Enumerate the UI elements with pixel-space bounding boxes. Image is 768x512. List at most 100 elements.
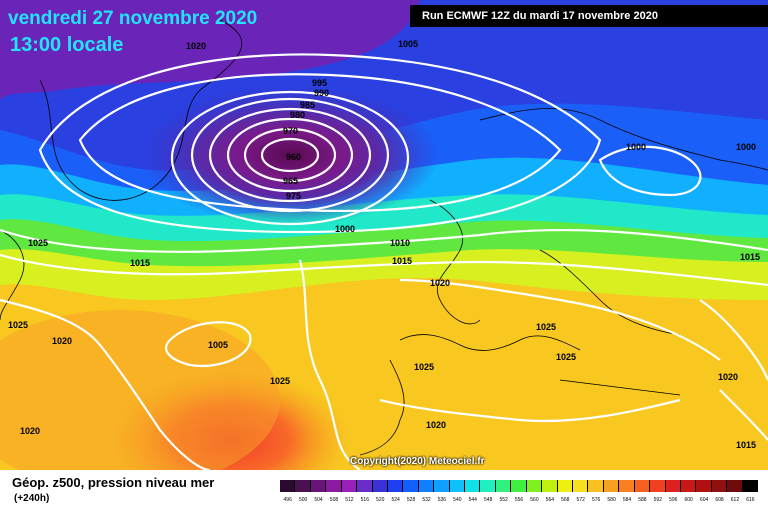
scale-value: 616 bbox=[746, 497, 755, 503]
isobar-label: 1025 bbox=[556, 352, 576, 362]
band-violet-north bbox=[0, 0, 420, 100]
isobar-label: 1005 bbox=[208, 340, 228, 350]
isobar-label: 1020 bbox=[430, 278, 450, 288]
color-scale-labels: 496 500 504 508 512 516 520 524 528 532 536 540 544 5… bbox=[280, 497, 758, 503]
isobar-label: 1005 bbox=[398, 39, 418, 49]
scale-swatch bbox=[650, 480, 666, 492]
scale-swatch bbox=[387, 480, 404, 492]
isobar-label: 1000 bbox=[626, 142, 646, 152]
scale-value: 496 bbox=[283, 497, 292, 503]
isobar-label: 1015 bbox=[740, 252, 760, 262]
isobar-label: 1000 bbox=[736, 142, 756, 152]
isobar-label: 965 bbox=[283, 176, 298, 186]
scale-swatch bbox=[557, 480, 574, 492]
scale-swatch bbox=[511, 480, 527, 492]
scale-value: 612 bbox=[730, 497, 740, 503]
scale-swatch bbox=[619, 480, 635, 492]
isobar-label: 1020 bbox=[718, 372, 738, 382]
scale-swatch bbox=[418, 480, 435, 492]
isobar-label: 995 bbox=[312, 78, 327, 88]
scale-value: 564 bbox=[545, 497, 555, 503]
scale-swatch bbox=[696, 480, 712, 492]
scale-value: 508 bbox=[329, 497, 339, 503]
scale-swatch bbox=[680, 480, 697, 492]
scale-swatch bbox=[280, 480, 296, 492]
scale-value: 516 bbox=[360, 497, 369, 503]
scale-value: 608 bbox=[715, 497, 724, 503]
scale-swatch bbox=[526, 480, 543, 492]
scale-swatch bbox=[449, 480, 466, 492]
scale-value: 520 bbox=[376, 497, 385, 503]
scale-swatch bbox=[588, 480, 604, 492]
scale-swatch bbox=[480, 480, 496, 492]
scale-value: 524 bbox=[391, 497, 400, 503]
isobar-label: 1025 bbox=[270, 376, 290, 386]
scale-swatch bbox=[665, 480, 681, 492]
scale-swatch bbox=[542, 480, 558, 492]
scale-value: 592 bbox=[653, 497, 662, 503]
scale-value: 596 bbox=[669, 497, 678, 503]
scale-swatch bbox=[727, 480, 743, 492]
scale-value: 552 bbox=[499, 497, 508, 503]
scale-value: 580 bbox=[607, 497, 616, 503]
isobar-label: 975 bbox=[286, 191, 301, 201]
scale-swatch bbox=[465, 480, 481, 492]
scale-swatch bbox=[603, 480, 620, 492]
isobar-label: 1025 bbox=[28, 238, 48, 248]
scale-value: 500 bbox=[298, 497, 308, 503]
isobar-label: 1020 bbox=[186, 41, 206, 51]
scale-value: 536 bbox=[437, 497, 447, 503]
scale-value: 504 bbox=[314, 497, 323, 503]
isobar-label: 1025 bbox=[414, 362, 434, 372]
scale-value: 544 bbox=[468, 497, 477, 503]
scale-swatch bbox=[573, 480, 589, 492]
scale-value: 568 bbox=[561, 497, 570, 503]
isobar-label: 1025 bbox=[8, 320, 28, 330]
scale-swatch bbox=[711, 480, 728, 492]
scale-swatch bbox=[295, 480, 311, 492]
scale-swatch bbox=[742, 480, 759, 492]
scale-swatch bbox=[495, 480, 512, 492]
scale-swatch bbox=[372, 480, 388, 492]
isobar-label: 1015 bbox=[736, 440, 756, 450]
isobar-label: 980 bbox=[290, 110, 305, 120]
scale-value: 540 bbox=[453, 497, 462, 503]
coastlines bbox=[0, 19, 768, 456]
scale-swatch bbox=[634, 480, 651, 492]
model-run-label: Run ECMWF 12Z du mardi 17 novembre 2020 bbox=[410, 5, 768, 27]
scale-swatch bbox=[434, 480, 450, 492]
isobar-label: 1010 bbox=[390, 238, 410, 248]
geopotential-map: 1020 1005 995 990 985 980 970 960 965 97… bbox=[0, 0, 768, 470]
scale-value: 560 bbox=[530, 497, 539, 503]
isobar-label: 1020 bbox=[52, 336, 72, 346]
scale-value: 556 bbox=[514, 497, 524, 503]
scale-value: 572 bbox=[576, 497, 585, 503]
scale-swatch bbox=[357, 480, 373, 492]
isobar-label: 970 bbox=[283, 126, 298, 136]
scale-value: 512 bbox=[345, 497, 354, 503]
scale-swatch bbox=[310, 480, 327, 492]
scale-value: 548 bbox=[484, 497, 493, 503]
isobar-label: 990 bbox=[314, 88, 329, 98]
warm-ridge-halo bbox=[0, 310, 280, 470]
isobar-label: 1015 bbox=[130, 258, 150, 268]
scale-value: 588 bbox=[638, 497, 647, 503]
isobar-lines bbox=[0, 53, 768, 470]
scale-value: 532 bbox=[422, 497, 431, 503]
isobar-label: 1020 bbox=[20, 426, 40, 436]
isobar-label: 1020 bbox=[426, 420, 446, 430]
isobar-label: 960 bbox=[286, 152, 301, 162]
isobar-label: 985 bbox=[300, 100, 315, 110]
isobar-label: 1000 bbox=[335, 224, 355, 234]
scale-value: 604 bbox=[699, 497, 709, 503]
scale-swatch bbox=[341, 480, 358, 492]
forecast-time: 13:00 locale bbox=[10, 34, 124, 56]
scale-value: 600 bbox=[684, 497, 693, 503]
scale-value: 576 bbox=[591, 497, 601, 503]
forecast-date: vendredi 27 novembre 2020 bbox=[8, 8, 258, 29]
isobar-label: 1015 bbox=[392, 256, 412, 266]
scale-swatch bbox=[326, 480, 342, 492]
scale-swatch bbox=[403, 480, 419, 492]
field-label: Géop. z500, pression niveau mer bbox=[12, 475, 215, 490]
